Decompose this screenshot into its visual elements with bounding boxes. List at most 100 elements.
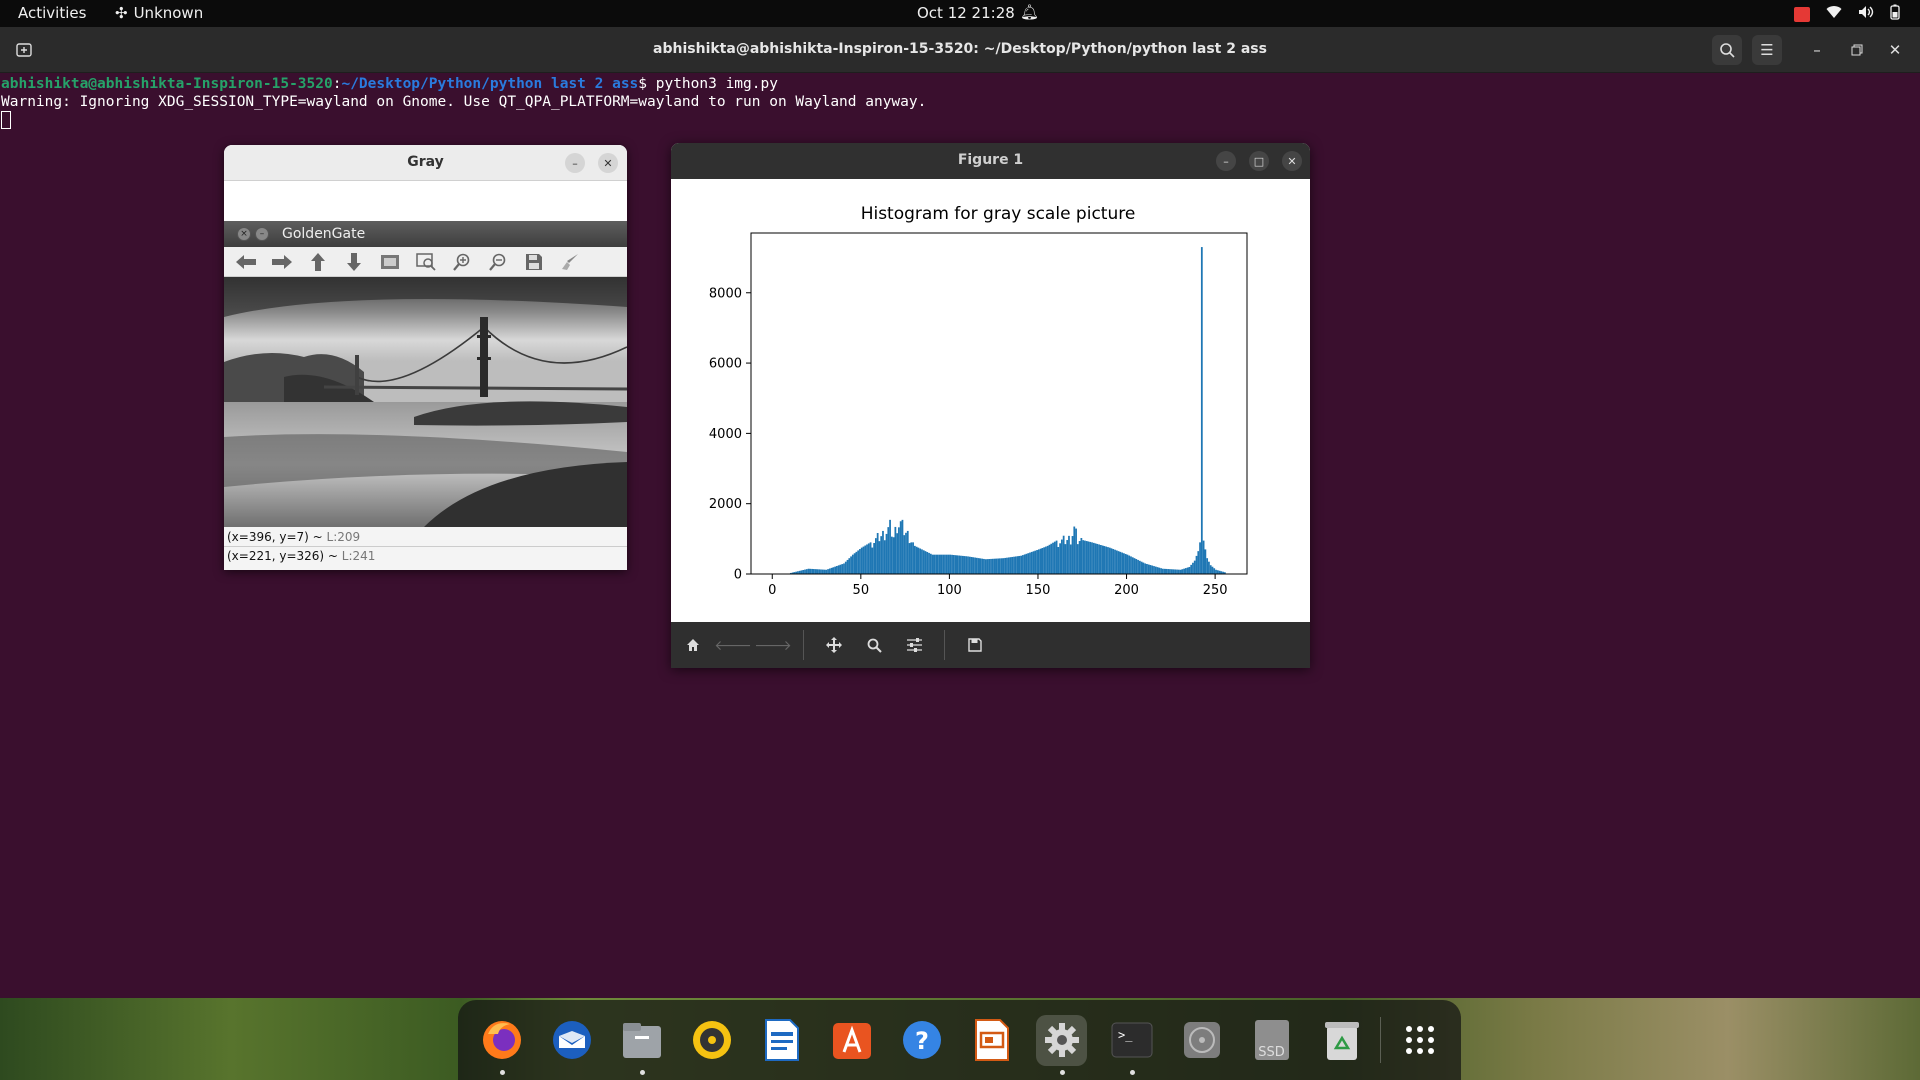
libreoffice-impress-icon[interactable]	[966, 1015, 1017, 1066]
histogram-bar	[860, 547, 863, 574]
histogram-bar	[882, 530, 884, 574]
x-tick-label: 100	[937, 583, 962, 598]
chart-title: Histogram for gray scale picture	[861, 204, 1136, 224]
settings-icon[interactable]	[1036, 1014, 1087, 1075]
save-icon[interactable]	[522, 252, 546, 272]
notification-bell-icon[interactable]: 🔔︎	[1020, 3, 1040, 21]
histogram-bar	[1082, 540, 1085, 574]
close-icon[interactable]: ×	[237, 227, 251, 241]
histogram-bar	[908, 543, 911, 574]
help-icon[interactable]: ?	[896, 1015, 947, 1066]
disks-icon[interactable]	[1176, 1015, 1227, 1066]
activities-button[interactable]: Activities	[18, 4, 87, 22]
histogram-bar	[1036, 550, 1038, 574]
figure-window-title: Figure 1	[957, 152, 1024, 168]
plot-frame	[750, 232, 1248, 575]
histogram-bar	[841, 564, 844, 574]
files-icon[interactable]	[616, 1015, 667, 1075]
pan-move-icon[interactable]	[824, 635, 844, 655]
gray-titlebar[interactable]: Gray – ✕	[224, 145, 627, 181]
histogram-bar	[999, 558, 1001, 574]
configure-subplots-icon[interactable]	[904, 635, 924, 655]
thunderbird-icon[interactable]	[546, 1015, 597, 1066]
show-applications-icon[interactable]	[1394, 1015, 1445, 1066]
minimize-icon[interactable]: –	[565, 153, 585, 173]
histogram-bar	[1135, 559, 1138, 574]
gray-window[interactable]: Gray – ✕ × – GoldenGate	[224, 145, 627, 570]
pan-left-icon[interactable]	[234, 252, 258, 272]
zoom-in-icon[interactable]	[450, 252, 474, 272]
goldengate-titlebar[interactable]: × – GoldenGate	[224, 221, 627, 247]
histogram-bar	[1053, 541, 1056, 574]
histogram-bar	[919, 548, 922, 574]
search-icon[interactable]	[1712, 35, 1742, 65]
histogram-bar	[1091, 542, 1093, 574]
histogram-bar	[825, 569, 828, 574]
terminal-icon[interactable]: >_	[1106, 1015, 1157, 1075]
histogram-bar	[924, 551, 927, 574]
histogram-bar	[938, 554, 941, 574]
figure-canvas[interactable]: Histogram for gray scale picture 0 50 100 1…	[671, 179, 1310, 622]
clock[interactable]: Oct 12 21:28	[917, 4, 1015, 22]
close-icon[interactable]: ✕	[1888, 41, 1902, 59]
new-tab-icon[interactable]	[9, 35, 39, 65]
histogram-bar	[875, 538, 877, 574]
histogram-bar	[889, 519, 891, 574]
maximize-icon[interactable]	[1842, 35, 1872, 65]
histogram-bar	[1108, 547, 1111, 574]
trash-icon[interactable]	[1316, 1015, 1367, 1066]
battery-icon[interactable]	[1890, 4, 1900, 24]
histogram-bar	[961, 555, 964, 574]
pan-down-icon[interactable]	[342, 252, 366, 272]
figure-window[interactable]: Figure 1 – □ ✕ Histogram for gray scale …	[671, 143, 1310, 668]
histogram-bar	[1064, 544, 1067, 574]
save-figure-icon[interactable]	[965, 635, 985, 655]
app-menu[interactable]: ✣ Unknown	[115, 4, 203, 22]
minimize-icon[interactable]: –	[255, 227, 269, 241]
histogram-bar	[851, 554, 854, 574]
ubuntu-software-icon[interactable]	[826, 1015, 877, 1066]
histogram-bar	[1023, 554, 1026, 574]
histogram-bar	[981, 558, 984, 574]
histogram-bar	[922, 550, 925, 574]
zoom-icon[interactable]	[864, 635, 884, 655]
zoom-out-icon[interactable]	[486, 252, 510, 272]
zoom-region-icon[interactable]	[414, 252, 438, 272]
libreoffice-writer-icon[interactable]	[756, 1015, 807, 1066]
rhythmbox-icon[interactable]	[686, 1015, 737, 1066]
histogram-bar	[1172, 569, 1175, 574]
histogram-bar	[1183, 568, 1185, 574]
histogram-bar	[1068, 535, 1070, 574]
pan-right-icon[interactable]	[270, 252, 294, 272]
histogram-bar	[798, 570, 801, 574]
histogram-bar	[1115, 550, 1118, 574]
histogram-bar	[853, 553, 856, 574]
histogram-bar	[832, 567, 835, 574]
figure-titlebar[interactable]: Figure 1 – □ ✕	[671, 143, 1310, 179]
properties-brush-icon[interactable]	[558, 252, 582, 272]
histogram-bar	[1130, 556, 1132, 574]
forward-arrow-icon[interactable]: 🡒	[754, 637, 792, 654]
y-tick-label: 4000	[709, 427, 742, 442]
zoom-fit-icon[interactable]	[378, 252, 402, 272]
back-arrow-icon[interactable]: 🡐	[714, 637, 752, 654]
histogram-bar	[1163, 568, 1166, 574]
pan-up-icon[interactable]	[306, 252, 330, 272]
firefox-icon[interactable]	[476, 1015, 527, 1075]
dock-divider	[1380, 1017, 1381, 1063]
ssd-drive-icon[interactable]: SSD	[1246, 1015, 1297, 1066]
maximize-icon[interactable]: □	[1249, 151, 1269, 171]
minimize-icon[interactable]: –	[1216, 151, 1236, 171]
histogram-bar	[931, 554, 934, 574]
close-icon[interactable]: ✕	[598, 153, 618, 173]
goldengate-grayscale-image[interactable]	[224, 277, 627, 527]
volume-icon[interactable]	[1858, 5, 1874, 23]
wifi-icon[interactable]	[1826, 5, 1842, 23]
hamburger-menu-icon[interactable]: ☰	[1752, 35, 1782, 65]
minimize-icon[interactable]: –	[1813, 41, 1821, 59]
system-tray[interactable]	[1794, 4, 1900, 24]
screen-record-icon[interactable]	[1794, 6, 1810, 22]
home-icon[interactable]	[683, 635, 703, 655]
close-icon[interactable]: ✕	[1282, 151, 1302, 171]
histogram-bar	[968, 556, 971, 574]
